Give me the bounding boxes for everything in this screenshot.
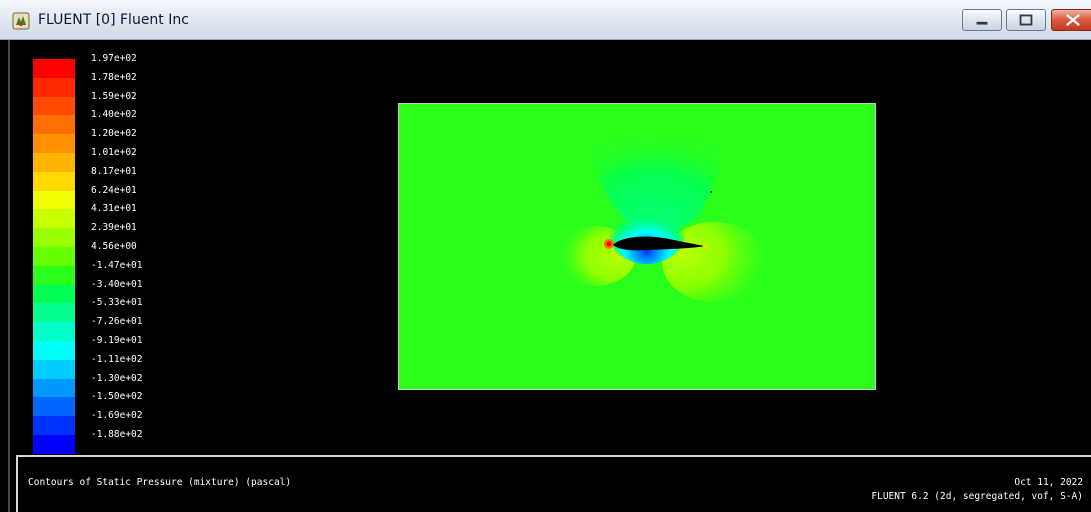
legend-label: -1.30e+02 — [91, 372, 143, 384]
legend-swatch — [33, 397, 75, 417]
legend-label: 2.39e+01 — [91, 222, 137, 234]
legend-swatch — [33, 341, 75, 360]
legend-swatch — [33, 303, 75, 323]
minimize-icon — [976, 21, 988, 25]
legend-label: 1.97e+02 — [91, 53, 137, 64]
legend-swatch — [33, 115, 75, 135]
legend-label: 8.17e+01 — [91, 165, 137, 177]
maximize-button[interactable] — [1006, 9, 1046, 31]
legend-swatch — [33, 96, 75, 116]
stagnation-core — [606, 241, 612, 247]
legend-label: 4.56e+00 — [91, 241, 137, 252]
plot-date: Oct 11, 2022 — [1014, 477, 1083, 488]
contour-plot[interactable] — [398, 103, 876, 390]
legend-swatch — [33, 284, 75, 304]
legend-swatch — [33, 171, 75, 191]
legend-label: 1.78e+02 — [91, 71, 137, 83]
legend-label: 1.01e+02 — [91, 147, 137, 158]
plot-info-panel: Contours of Static Pressure (mixture) (p… — [16, 455, 1091, 512]
legend-label: 4.31e+01 — [91, 203, 137, 215]
legend-swatch — [33, 416, 75, 436]
fluent-app-icon — [12, 12, 30, 30]
graphics-display — [8, 40, 1091, 512]
plot-caption: Contours of Static Pressure (mixture) (p… — [28, 477, 292, 488]
legend-swatch — [33, 59, 75, 78]
legend-label: 1.40e+02 — [91, 109, 137, 121]
legend-swatch — [33, 265, 75, 285]
airfoil-shape — [613, 236, 705, 251]
legend-label: -1.69e+02 — [91, 410, 143, 422]
legend-swatch — [33, 134, 75, 154]
legend-swatch — [33, 77, 75, 97]
legend-label: -1.11e+02 — [91, 353, 143, 365]
legend-swatch — [33, 209, 75, 229]
probe-dot — [710, 191, 712, 193]
legend-label: 1.20e+02 — [91, 128, 137, 140]
solver-info: FLUENT 6.2 (2d, segregated, vof, S-A) — [871, 491, 1083, 502]
legend-swatch — [33, 247, 75, 266]
trailing-edge-point — [703, 244, 707, 248]
legend-label: -3.40e+01 — [91, 278, 143, 290]
maximize-icon — [1019, 14, 1033, 26]
legend-swatch — [33, 378, 75, 398]
legend-label: -1.47e+01 — [91, 259, 143, 271]
legend-label: -7.26e+01 — [91, 316, 143, 328]
window-title: FLUENT [0] Fluent Inc — [38, 12, 189, 28]
legend-label: -9.19e+01 — [91, 335, 143, 346]
minimize-button[interactable] — [962, 9, 1002, 31]
suction-contour — [609, 200, 685, 264]
legend-swatch — [33, 322, 75, 342]
legend-label: -1.50e+02 — [91, 391, 143, 403]
close-icon — [1066, 14, 1080, 26]
legend-swatch — [33, 435, 75, 454]
legend-label: 6.24e+01 — [91, 184, 137, 196]
upper-wake-contour — [579, 104, 729, 232]
color-legend — [33, 59, 75, 454]
legend-swatch — [33, 153, 75, 172]
legend-label: 1.59e+02 — [91, 90, 137, 102]
legend-label: -5.33e+01 — [91, 297, 143, 309]
trailing-edge-contour — [662, 222, 766, 302]
title-bar[interactable]: FLUENT [0] Fluent Inc — [0, 0, 1091, 40]
legend-swatch — [33, 190, 75, 210]
legend-swatch — [33, 359, 75, 379]
contour-canvas — [399, 104, 875, 389]
legend-label: -1.88e+02 — [91, 429, 143, 440]
close-button[interactable] — [1051, 9, 1091, 31]
legend-swatch — [33, 228, 75, 248]
